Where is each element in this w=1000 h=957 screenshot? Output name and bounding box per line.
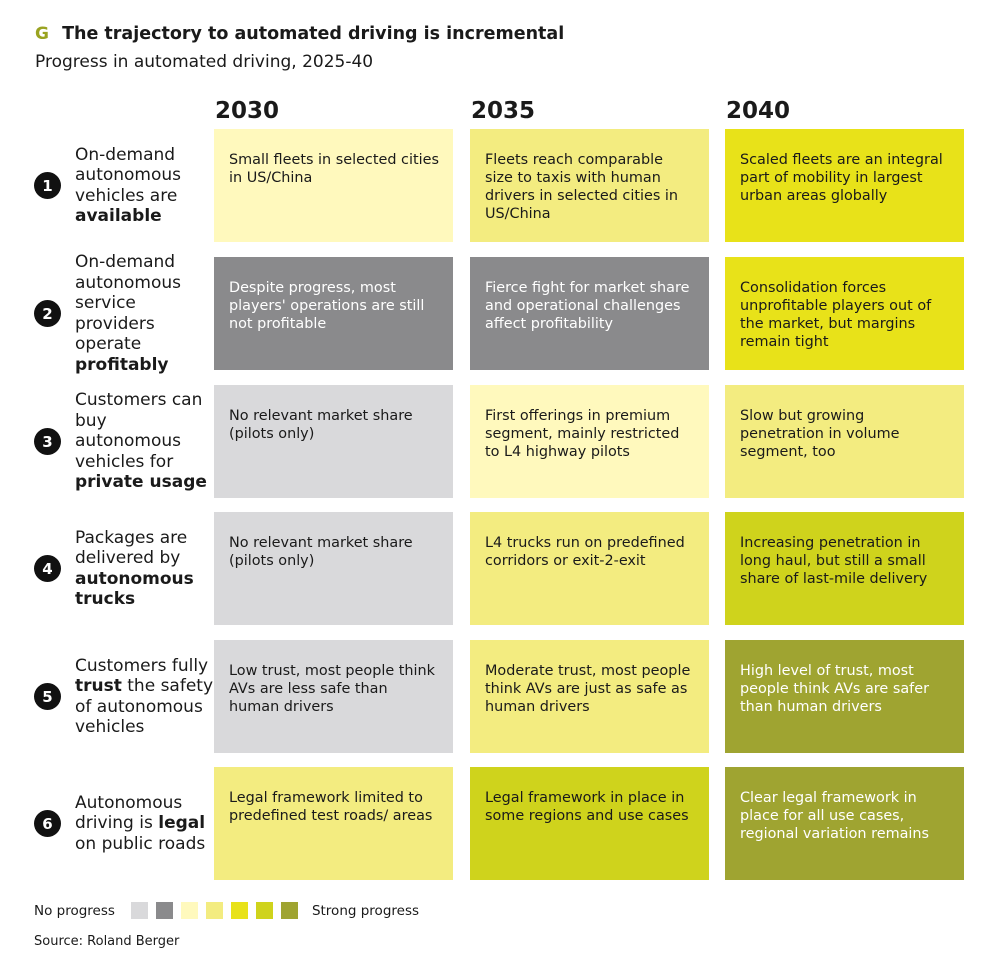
row-label-1: 1 On-demand autonomous vehicles are avai… xyxy=(34,129,215,242)
row-label-4: 4 Packages are delivered by autonomous t… xyxy=(34,512,215,625)
cell-3-2030: No relevant market share (pilots only) xyxy=(214,385,453,498)
row-label-text: Customers can buy autonomous vehicles fo… xyxy=(75,390,207,493)
row-label-text: Autonomous driving is legal on public ro… xyxy=(75,792,206,854)
legend-swatch-6 xyxy=(280,902,298,919)
row-label-text: On-demand autonomous service providers o… xyxy=(75,252,182,375)
row-number-badge: 4 xyxy=(34,555,61,582)
exhibit-letter: G xyxy=(35,24,49,44)
row-number-badge: 3 xyxy=(34,428,61,455)
row-number-badge: 1 xyxy=(34,172,61,199)
cell-4-2040: Increasing penetration in long haul, but… xyxy=(725,512,964,625)
column-header-2030: 2030 xyxy=(215,98,280,124)
chart-subtitle: Progress in automated driving, 2025-40 xyxy=(35,52,374,72)
row-number-badge: 2 xyxy=(34,300,61,327)
cell-6-2030: Legal framework limited to predefined te… xyxy=(214,767,453,880)
legend-high-label: Strong progress xyxy=(311,902,420,919)
cell-1-2030: Small fleets in selected cities in US/Ch… xyxy=(214,129,453,242)
row-number-badge: 6 xyxy=(34,810,61,837)
legend-swatch-2 xyxy=(180,902,198,919)
row-label-text: Packages are delivered by autonomous tru… xyxy=(75,527,194,610)
row-label-3: 3 Customers can buy autonomous vehicles … xyxy=(34,385,215,498)
cell-2-2030: Despite progress, most players' operatio… xyxy=(214,257,453,370)
column-header-2040: 2040 xyxy=(726,98,791,124)
cell-6-2040: Clear legal framework in place for all u… xyxy=(725,767,964,880)
row-number-badge: 5 xyxy=(34,683,61,710)
cell-3-2040: Slow but growing penetration in volume s… xyxy=(725,385,964,498)
cell-6-2035: Legal framework in place in some regions… xyxy=(470,767,709,880)
cell-4-2030: No relevant market share (pilots only) xyxy=(214,512,453,625)
legend-swatch-5 xyxy=(255,902,273,919)
row-label-5: 5 Customers fully trust the safety of au… xyxy=(34,640,215,753)
column-header-2035: 2035 xyxy=(471,98,536,124)
row-label-text: On-demand autonomous vehicles are availa… xyxy=(75,144,182,227)
legend-swatch-4 xyxy=(230,902,248,919)
row-label-text: Customers fully trust the safety of auto… xyxy=(75,655,214,738)
cell-1-2035: Fleets reach comparable size to taxis wi… xyxy=(470,129,709,242)
legend: No progress Strong progress xyxy=(34,902,419,919)
chart-title-row: G The trajectory to automated driving is… xyxy=(35,24,564,44)
source-note: Source: Roland Berger xyxy=(34,934,180,949)
cell-3-2035: First offerings in premium segment, main… xyxy=(470,385,709,498)
row-label-6: 6 Autonomous driving is legal on public … xyxy=(34,767,215,880)
row-label-2: 2 On-demand autonomous service providers… xyxy=(34,252,215,375)
legend-swatch-0 xyxy=(130,902,148,919)
cell-2-2035: Fierce fight for market share and operat… xyxy=(470,257,709,370)
legend-swatch-1 xyxy=(155,902,173,919)
cell-2-2040: Consolidation forces unprofitable player… xyxy=(725,257,964,370)
cell-4-2035: L4 trucks run on predefined corridors or… xyxy=(470,512,709,625)
cell-1-2040: Scaled fleets are an integral part of mo… xyxy=(725,129,964,242)
cell-5-2040: High level of trust, most people think A… xyxy=(725,640,964,753)
chart-title: The trajectory to automated driving is i… xyxy=(62,24,565,44)
cell-5-2035: Moderate trust, most people think AVs ar… xyxy=(470,640,709,753)
cell-5-2030: Low trust, most people think AVs are les… xyxy=(214,640,453,753)
legend-swatch-3 xyxy=(205,902,223,919)
legend-low-label: No progress xyxy=(34,902,115,919)
